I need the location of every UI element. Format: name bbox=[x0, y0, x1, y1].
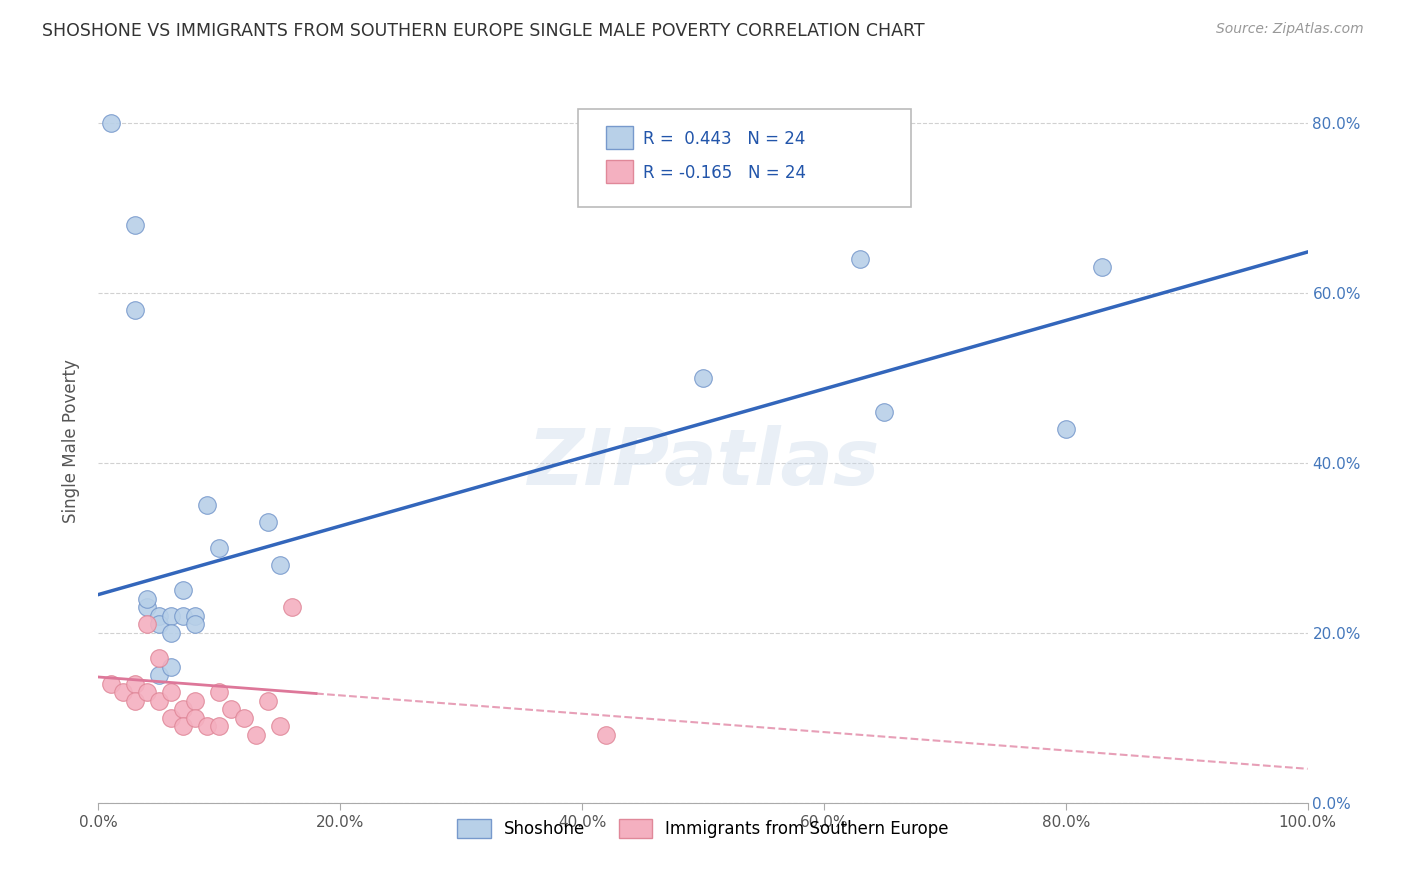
Point bbox=[160, 625, 183, 640]
Point bbox=[148, 694, 170, 708]
Point bbox=[124, 302, 146, 317]
Point bbox=[232, 711, 254, 725]
Point bbox=[135, 617, 157, 632]
Point bbox=[172, 719, 194, 733]
Legend: Shoshone, Immigrants from Southern Europe: Shoshone, Immigrants from Southern Europ… bbox=[451, 813, 955, 845]
FancyBboxPatch shape bbox=[578, 109, 911, 207]
Bar bbox=[606, 160, 633, 183]
Point bbox=[148, 608, 170, 623]
Text: R = -0.165   N = 24: R = -0.165 N = 24 bbox=[643, 164, 806, 182]
Text: ZIPatlas: ZIPatlas bbox=[527, 425, 879, 501]
Point bbox=[256, 516, 278, 530]
Point bbox=[1054, 422, 1077, 436]
Point bbox=[195, 719, 218, 733]
Point bbox=[172, 608, 194, 623]
Point bbox=[172, 583, 194, 598]
Point bbox=[269, 558, 291, 572]
Point bbox=[1091, 260, 1114, 275]
Point bbox=[281, 600, 304, 615]
Point bbox=[135, 600, 157, 615]
Point bbox=[256, 694, 278, 708]
Point bbox=[269, 719, 291, 733]
Point bbox=[148, 651, 170, 665]
Point bbox=[692, 371, 714, 385]
Point bbox=[124, 218, 146, 232]
Point bbox=[208, 719, 231, 733]
Text: Source: ZipAtlas.com: Source: ZipAtlas.com bbox=[1216, 22, 1364, 37]
Point bbox=[148, 668, 170, 682]
Point bbox=[184, 617, 207, 632]
Point bbox=[100, 677, 122, 691]
Point bbox=[184, 694, 207, 708]
Point bbox=[245, 728, 267, 742]
Point bbox=[595, 728, 617, 742]
Bar bbox=[606, 126, 633, 149]
Point bbox=[160, 660, 183, 674]
Text: SHOSHONE VS IMMIGRANTS FROM SOUTHERN EUROPE SINGLE MALE POVERTY CORRELATION CHAR: SHOSHONE VS IMMIGRANTS FROM SOUTHERN EUR… bbox=[42, 22, 925, 40]
Point bbox=[100, 116, 122, 130]
Point bbox=[160, 685, 183, 699]
Point bbox=[208, 685, 231, 699]
Point bbox=[160, 711, 183, 725]
Point bbox=[124, 677, 146, 691]
Point bbox=[135, 591, 157, 606]
Point bbox=[148, 617, 170, 632]
Point bbox=[111, 685, 134, 699]
Point bbox=[221, 702, 243, 716]
Y-axis label: Single Male Poverty: Single Male Poverty bbox=[62, 359, 80, 524]
Point bbox=[208, 541, 231, 555]
Point bbox=[195, 498, 218, 512]
Point bbox=[172, 702, 194, 716]
Point bbox=[849, 252, 872, 266]
Point bbox=[124, 694, 146, 708]
Point bbox=[135, 685, 157, 699]
Point bbox=[184, 711, 207, 725]
Point bbox=[160, 608, 183, 623]
Text: R =  0.443   N = 24: R = 0.443 N = 24 bbox=[643, 130, 804, 148]
Point bbox=[873, 405, 896, 419]
Point bbox=[184, 608, 207, 623]
